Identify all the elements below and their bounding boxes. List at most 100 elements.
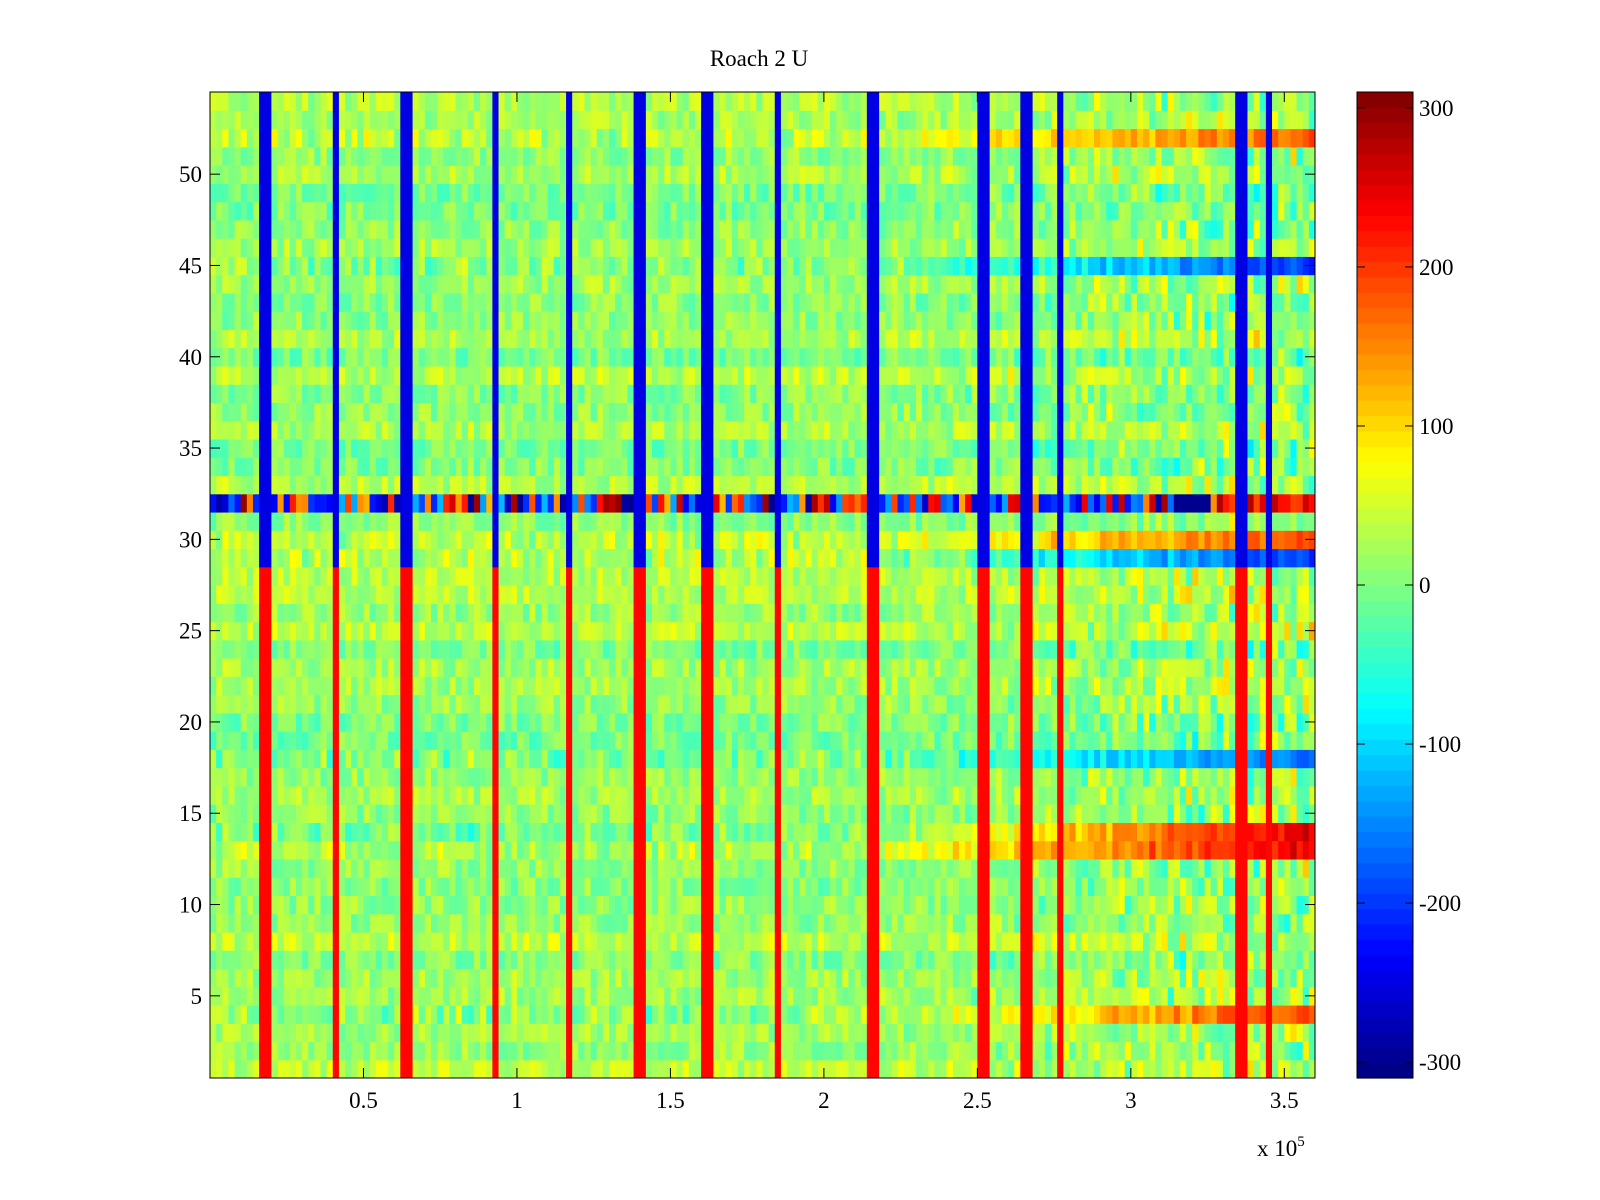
- heatmap-cell: [314, 749, 322, 769]
- heatmap-cell: [983, 913, 991, 933]
- heatmap-cell: [437, 1023, 444, 1043]
- heatmap-cell: [793, 895, 800, 915]
- heatmap-cell: [756, 913, 764, 933]
- heatmap-cell: [584, 712, 592, 732]
- heatmap-cell: [1204, 676, 1212, 696]
- heatmap-cell: [332, 986, 340, 1006]
- heatmap-cell: [246, 986, 254, 1006]
- heatmap-cell: [424, 585, 432, 604]
- heatmap-cell: [1161, 1023, 1169, 1043]
- heatmap-cell: [707, 968, 714, 988]
- heatmap-cell: [1020, 986, 1028, 1006]
- heatmap-cell: [1192, 585, 1199, 604]
- heatmap-cell: [1118, 1059, 1126, 1078]
- heatmap-cell: [860, 676, 868, 696]
- heatmap-cell: [412, 840, 420, 860]
- heatmap-cell: [983, 1023, 991, 1043]
- heatmap-cell: [541, 877, 549, 897]
- heatmap-cell: [682, 858, 690, 878]
- heatmap-cell: [388, 1004, 395, 1024]
- heatmap-cell: [486, 1023, 493, 1043]
- heatmap-cell: [1296, 658, 1304, 677]
- heatmap-cell: [744, 621, 751, 641]
- heatmap-cell: [805, 749, 813, 769]
- heatmap-cell: [1167, 840, 1175, 860]
- heatmap-cell: [559, 877, 567, 897]
- heatmap-cell: [228, 877, 236, 897]
- heatmap-cell: [394, 694, 401, 714]
- heatmap-cell: [455, 639, 463, 659]
- heatmap-cell: [652, 1059, 659, 1078]
- heatmap-cell: [725, 1059, 733, 1078]
- heatmap-cell: [1272, 639, 1279, 659]
- heatmap-cell: [682, 712, 690, 732]
- heatmap-cell: [664, 1041, 672, 1061]
- heatmap-cell: [480, 566, 487, 586]
- heatmap-cell: [424, 603, 432, 623]
- heatmap-cell: [289, 968, 297, 988]
- heatmap-cell: [467, 603, 475, 623]
- heatmap-cell: [455, 913, 463, 933]
- heatmap-cell: [1253, 804, 1261, 823]
- heatmap-cell: [210, 877, 217, 897]
- heatmap-cell: [1130, 931, 1138, 951]
- heatmap-cell: [1296, 1023, 1304, 1043]
- heatmap-cell: [578, 840, 586, 860]
- heatmap-cell: [566, 913, 573, 933]
- heatmap-cell: [320, 950, 328, 970]
- heatmap-cell: [363, 804, 371, 823]
- heatmap-cell: [1179, 913, 1187, 933]
- heatmap-cell: [928, 1004, 935, 1024]
- heatmap-cell: [848, 785, 856, 805]
- heatmap-cell: [805, 804, 813, 823]
- heatmap-cell: [480, 840, 487, 860]
- heatmap-cell: [1118, 877, 1126, 897]
- heatmap-cell: [652, 566, 659, 586]
- heatmap-cell: [989, 585, 997, 604]
- heatmap-cell: [1204, 931, 1212, 951]
- heatmap-cell: [1247, 639, 1255, 659]
- heatmap-cell: [443, 986, 451, 1006]
- heatmap-cell: [338, 621, 346, 641]
- heatmap-cell: [762, 749, 770, 769]
- heatmap-cell: [750, 658, 757, 677]
- heatmap-cell: [1235, 840, 1242, 860]
- heatmap-cell: [971, 968, 978, 988]
- heatmap-cell: [768, 676, 776, 696]
- heatmap-cell: [1112, 1059, 1120, 1078]
- heatmap-cell: [210, 603, 217, 623]
- heatmap-cell: [510, 767, 518, 787]
- heatmap-cell: [694, 731, 702, 750]
- heatmap-cell: [1167, 676, 1175, 696]
- heatmap-cell: [830, 694, 837, 714]
- heatmap-cell: [688, 840, 696, 860]
- heatmap-cell: [222, 1004, 230, 1024]
- heatmap-cell: [566, 566, 573, 586]
- heatmap-cell: [627, 712, 635, 732]
- heatmap-cell: [1020, 858, 1028, 878]
- heatmap-cell: [375, 1059, 383, 1078]
- heatmap-cell: [682, 895, 690, 915]
- heatmap-cell: [676, 658, 684, 677]
- heatmap-cell: [1100, 877, 1107, 897]
- heatmap-cell: [1063, 895, 1071, 915]
- heatmap-cell: [639, 1004, 647, 1024]
- heatmap-cell: [707, 822, 714, 842]
- heatmap-cell: [1241, 822, 1249, 842]
- heatmap-cell: [854, 913, 862, 933]
- heatmap-cell: [590, 694, 598, 714]
- heatmap-cell: [541, 931, 549, 951]
- heatmap-cell: [971, 767, 978, 787]
- heatmap-cell: [676, 822, 684, 842]
- heatmap-cell: [246, 731, 254, 750]
- heatmap-cell: [590, 731, 598, 750]
- heatmap-cell: [400, 658, 408, 677]
- heatmap-cell: [535, 658, 543, 677]
- heatmap-cell: [713, 1041, 721, 1061]
- heatmap-cell: [787, 785, 794, 805]
- heatmap-cell: [879, 1023, 886, 1043]
- heatmap-cell: [639, 931, 647, 951]
- heatmap-cell: [1063, 1041, 1071, 1061]
- heatmap-cell: [854, 767, 862, 787]
- heatmap-cell: [952, 621, 960, 641]
